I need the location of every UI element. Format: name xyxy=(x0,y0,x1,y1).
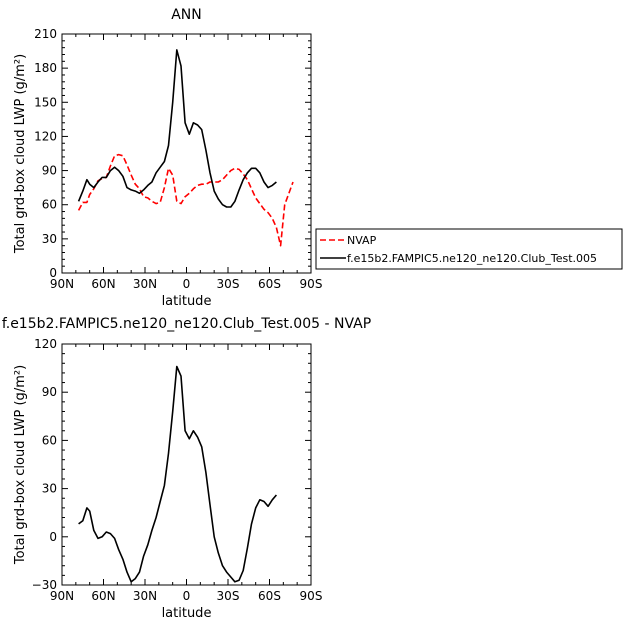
y-tick-label: 90 xyxy=(42,385,57,399)
y-tick-label: 90 xyxy=(42,164,57,178)
x-tick-label: 60S xyxy=(258,589,281,603)
series-line-nvap xyxy=(77,153,294,247)
axis-ticks: 90N 60N 30N 0 30S 60S 90S −30 0 30 60 90 120 xyxy=(32,337,323,603)
legend-label-nvap: NVAP xyxy=(347,234,377,247)
plot-frame xyxy=(61,33,312,274)
series-line-difference xyxy=(78,365,278,583)
chart-panel-top: ANN Total grd-box cloud LWP (g/m²) latit… xyxy=(13,7,322,309)
y-tick-label: −30 xyxy=(32,578,57,592)
x-tick-label: 90N xyxy=(50,589,74,603)
y-tick-label: 150 xyxy=(34,95,57,109)
y-tick-label: 180 xyxy=(34,61,57,75)
y-tick-label: 60 xyxy=(42,198,57,212)
plot-frame xyxy=(61,343,312,586)
legend: NVAP f.e15b2.FAMPIC5.ne120_ne120.Club_Te… xyxy=(315,228,623,270)
axis-ticks: 90N 60N 30N 0 30S 60S 90S 0 30 60 90 120 150 180 210 xyxy=(34,27,322,291)
y-tick-label: 30 xyxy=(42,232,57,246)
y-tick-label: 0 xyxy=(49,530,57,544)
y-tick-label: 120 xyxy=(34,337,57,351)
legend-box xyxy=(315,228,623,270)
chart-title: ANN xyxy=(171,7,202,23)
y-axis-label: Total grd-box cloud LWP (g/m²) xyxy=(13,54,28,254)
series-lines xyxy=(77,49,294,247)
x-tick-label: 30N xyxy=(133,277,157,291)
x-axis-label: latitude xyxy=(162,294,212,309)
x-tick-label: 30N xyxy=(133,589,157,603)
y-axis-label: Total grd-box cloud LWP (g/m²) xyxy=(13,365,28,565)
series-line-f-e15b2-fampic5-ne120-ne120-club-test-005 xyxy=(77,49,277,208)
x-axis-label: latitude xyxy=(162,606,212,621)
y-tick-label: 210 xyxy=(34,27,57,41)
x-tick-label: 90S xyxy=(300,589,323,603)
y-tick-label: 60 xyxy=(42,433,57,447)
legend-label-model: f.e15b2.FAMPIC5.ne120_ne120.Club_Test.00… xyxy=(347,252,597,265)
x-tick-label: 0 xyxy=(183,277,191,291)
chart-title: f.e15b2.FAMPIC5.ne120_ne120.Club_Test.00… xyxy=(2,316,371,332)
chart-panel-bottom: f.e15b2.FAMPIC5.ne120_ne120.Club_Test.00… xyxy=(2,316,371,621)
x-tick-label: 90S xyxy=(300,277,323,291)
x-tick-label: 90N xyxy=(50,277,74,291)
series-lines xyxy=(78,365,278,583)
y-tick-label: 120 xyxy=(34,129,57,143)
x-tick-label: 0 xyxy=(183,589,191,603)
y-tick-label: 30 xyxy=(42,482,57,496)
y-tick-label: 0 xyxy=(49,266,57,280)
x-tick-label: 30S xyxy=(217,589,240,603)
x-tick-label: 30S xyxy=(217,277,240,291)
x-tick-label: 60S xyxy=(258,277,281,291)
x-tick-label: 60N xyxy=(91,277,115,291)
x-tick-label: 60N xyxy=(91,589,115,603)
